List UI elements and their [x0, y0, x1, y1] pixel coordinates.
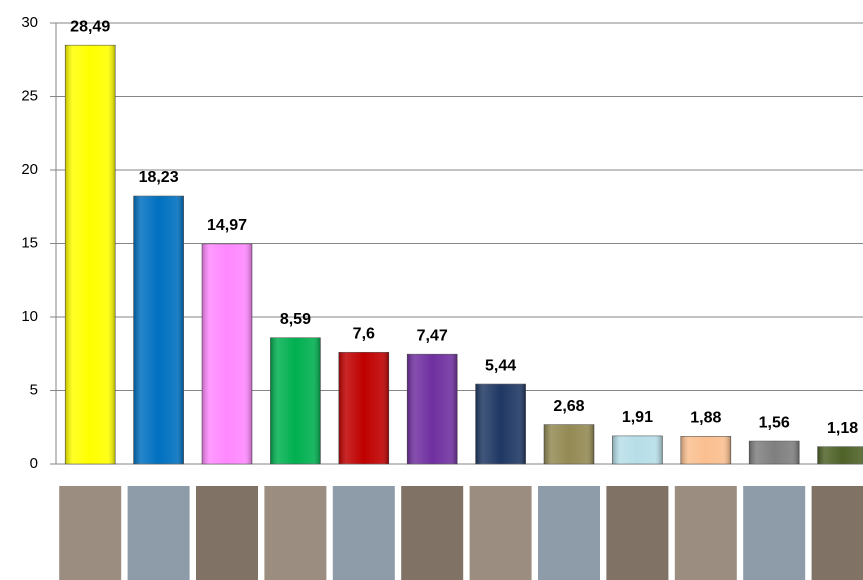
value-label: 18,23: [139, 169, 179, 186]
bar: [270, 338, 320, 464]
bar: [749, 441, 799, 464]
y-tick-label: 20: [21, 161, 38, 178]
candidate-photo: [128, 486, 190, 580]
value-label: 1,18: [827, 420, 858, 437]
value-label: 7,6: [353, 325, 375, 342]
value-label: 1,88: [690, 410, 721, 427]
value-label: 5,44: [485, 357, 516, 374]
bar: [202, 244, 252, 464]
candidate-photo: [333, 486, 395, 580]
value-label: 8,59: [280, 311, 311, 328]
y-tick-label: 25: [21, 87, 38, 104]
candidate-photo: [59, 486, 121, 580]
value-label: 2,68: [553, 398, 584, 415]
value-label: 1,91: [622, 409, 653, 426]
bar: [681, 436, 731, 464]
value-label: 7,47: [417, 327, 448, 344]
page: 0 5 10 15 20 25 30 28,49 18,23 14,97 8,59 7,6 7,47 5,…: [0, 0, 863, 580]
candidate-photo: [675, 486, 737, 580]
y-tick-label: 10: [21, 308, 38, 325]
candidate-photo: [401, 486, 463, 580]
y-tick-label: 15: [21, 234, 38, 251]
bar: [339, 352, 389, 464]
candidate-photo: [470, 486, 532, 580]
bar: [818, 447, 863, 464]
candidate-photo: [264, 486, 326, 580]
bar: [134, 196, 184, 464]
bar: [612, 436, 662, 464]
y-tick-label: 5: [30, 381, 38, 398]
candidate-photo: [538, 486, 600, 580]
candidate-photo: [812, 486, 863, 580]
candidate-photo: [606, 486, 668, 580]
value-label: 28,49: [70, 18, 110, 35]
chart: 0 5 10 15 20 25 30 28,49 18,23 14,97 8,59 7,6 7,47 5,…: [0, 0, 863, 580]
bar: [476, 384, 526, 464]
y-tick-label: 0: [30, 455, 38, 472]
value-label: 1,56: [759, 414, 790, 431]
candidate-photo: [743, 486, 805, 580]
bar: [407, 354, 457, 464]
value-label: 14,97: [207, 217, 247, 234]
bar: [544, 425, 594, 464]
y-tick-label: 30: [21, 14, 38, 31]
bar: [65, 45, 115, 464]
candidate-photo: [196, 486, 258, 580]
